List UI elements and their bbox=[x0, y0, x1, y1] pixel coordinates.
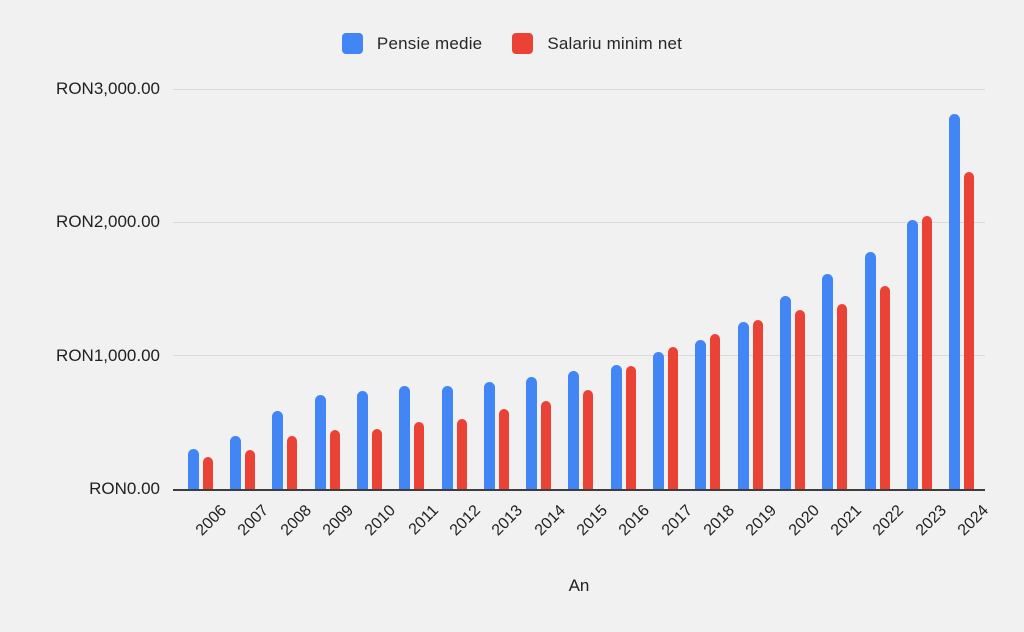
bar-group-2017 bbox=[644, 89, 686, 489]
bar-group-2023 bbox=[898, 89, 940, 489]
bar-pensie-medie-2012 bbox=[441, 385, 453, 489]
bar-pensie-medie-2011 bbox=[399, 386, 411, 489]
bar-group-2020 bbox=[771, 89, 813, 489]
x-tick-label-2023: 2023 bbox=[912, 502, 950, 540]
bar-group-2007 bbox=[221, 89, 263, 489]
bar-salariu-minim-net-2017 bbox=[668, 347, 679, 489]
x-tick-label-2022: 2022 bbox=[870, 502, 908, 540]
bar-salariu-minim-net-2010 bbox=[371, 429, 382, 489]
bar-pensie-medie-2018 bbox=[695, 339, 707, 489]
gridline bbox=[173, 88, 985, 90]
bar-pensie-medie-2021 bbox=[822, 274, 834, 489]
y-tick-label: RON3,000.00 bbox=[56, 79, 160, 98]
x-tick-label-2016: 2016 bbox=[616, 502, 654, 540]
bars-container bbox=[179, 89, 983, 489]
legend-swatch-salariu-minim-net bbox=[512, 33, 534, 54]
legend-item-salariu-minim-net: Salariu minim net bbox=[512, 33, 682, 54]
bar-salariu-minim-net-2006 bbox=[202, 457, 213, 489]
x-tick-label-2012: 2012 bbox=[446, 502, 485, 540]
bar-pensie-medie-2006 bbox=[187, 449, 199, 489]
bar-group-2012 bbox=[433, 89, 475, 489]
bar-salariu-minim-net-2007 bbox=[244, 450, 255, 489]
bar-pensie-medie-2016 bbox=[610, 365, 622, 489]
legend-label-salariu-minim-net: Salariu minim net bbox=[547, 33, 683, 53]
bar-salariu-minim-net-2024 bbox=[964, 172, 975, 489]
bar-group-2014 bbox=[518, 89, 560, 489]
legend-swatch-pensie-medie bbox=[341, 33, 363, 54]
bar-group-2008 bbox=[264, 89, 306, 489]
x-tick-label-2014: 2014 bbox=[531, 502, 569, 540]
x-tick-label-2006: 2006 bbox=[192, 502, 231, 540]
legend-label-pensie-medie: Pensie medie bbox=[376, 33, 483, 53]
y-tick-label: RON2,000.00 bbox=[56, 212, 160, 232]
bar-salariu-minim-net-2018 bbox=[710, 334, 721, 489]
bar-pensie-medie-2019 bbox=[737, 322, 749, 489]
plot-area bbox=[173, 88, 985, 491]
bar-salariu-minim-net-2009 bbox=[329, 430, 340, 489]
x-axis-title: An bbox=[568, 576, 590, 595]
x-tick-label-2011: 2011 bbox=[405, 502, 442, 539]
bar-pensie-medie-2007 bbox=[229, 436, 241, 489]
bar-group-2015 bbox=[560, 89, 602, 489]
bar-pensie-medie-2024 bbox=[949, 113, 961, 489]
x-tick-label-2018: 2018 bbox=[700, 502, 738, 540]
legend-item-pensie-medie: Pensie medie bbox=[341, 33, 483, 54]
bar-salariu-minim-net-2013 bbox=[498, 409, 509, 489]
bar-group-2011 bbox=[391, 89, 433, 489]
x-tick-label-2017: 2017 bbox=[658, 502, 696, 540]
bar-salariu-minim-net-2011 bbox=[414, 422, 425, 489]
bar-group-2021 bbox=[814, 89, 856, 489]
bar-group-2022 bbox=[856, 89, 898, 489]
bar-salariu-minim-net-2015 bbox=[583, 389, 594, 489]
x-tick-label-2010: 2010 bbox=[362, 502, 400, 540]
bar-pensie-medie-2008 bbox=[272, 411, 284, 489]
bar-pensie-medie-2017 bbox=[653, 351, 665, 489]
bar-pensie-medie-2023 bbox=[906, 219, 918, 489]
bar-group-2013 bbox=[475, 89, 517, 489]
gridline bbox=[173, 355, 985, 357]
bar-salariu-minim-net-2008 bbox=[287, 435, 298, 489]
gridline bbox=[173, 221, 985, 223]
y-tick-label: RON1,000.00 bbox=[56, 345, 160, 365]
bar-group-2019 bbox=[729, 89, 771, 489]
x-tick-label-2021: 2021 bbox=[827, 502, 865, 540]
y-tick-label: RON0.00 bbox=[89, 479, 160, 498]
bar-group-2016 bbox=[602, 89, 644, 489]
x-tick-label-2020: 2020 bbox=[785, 502, 823, 540]
bar-pensie-medie-2009 bbox=[314, 395, 326, 489]
bar-pensie-medie-2014 bbox=[526, 377, 538, 489]
bar-salariu-minim-net-2014 bbox=[541, 401, 552, 489]
bar-pensie-medie-2010 bbox=[356, 391, 368, 489]
bar-salariu-minim-net-2019 bbox=[752, 320, 763, 489]
bar-salariu-minim-net-2023 bbox=[921, 215, 932, 489]
bar-group-2006 bbox=[179, 89, 221, 489]
x-tick-label-2024: 2024 bbox=[954, 502, 992, 540]
bar-pensie-medie-2020 bbox=[780, 295, 792, 489]
bar-group-2010 bbox=[348, 89, 390, 489]
x-tick-label-2013: 2013 bbox=[489, 502, 527, 540]
x-tick-label-2008: 2008 bbox=[277, 502, 315, 540]
x-tick-label-2019: 2019 bbox=[743, 502, 781, 540]
x-tick-label-2009: 2009 bbox=[319, 502, 358, 540]
bar-salariu-minim-net-2020 bbox=[795, 309, 806, 489]
bar-salariu-minim-net-2022 bbox=[879, 285, 890, 489]
x-tick-label-2007: 2007 bbox=[235, 502, 273, 540]
bar-group-2024 bbox=[941, 89, 983, 489]
bar-group-2009 bbox=[306, 89, 348, 489]
bar-pensie-medie-2013 bbox=[483, 381, 495, 489]
bar-pensie-medie-2022 bbox=[864, 252, 876, 489]
bar-salariu-minim-net-2012 bbox=[456, 419, 467, 489]
bar-salariu-minim-net-2021 bbox=[837, 304, 848, 489]
bar-pensie-medie-2015 bbox=[568, 371, 580, 489]
legend: Pensie medie Salariu minim net bbox=[0, 33, 1024, 54]
bar-group-2018 bbox=[687, 89, 729, 489]
x-tick-label-2015: 2015 bbox=[573, 502, 612, 540]
bar-salariu-minim-net-2016 bbox=[625, 366, 636, 489]
